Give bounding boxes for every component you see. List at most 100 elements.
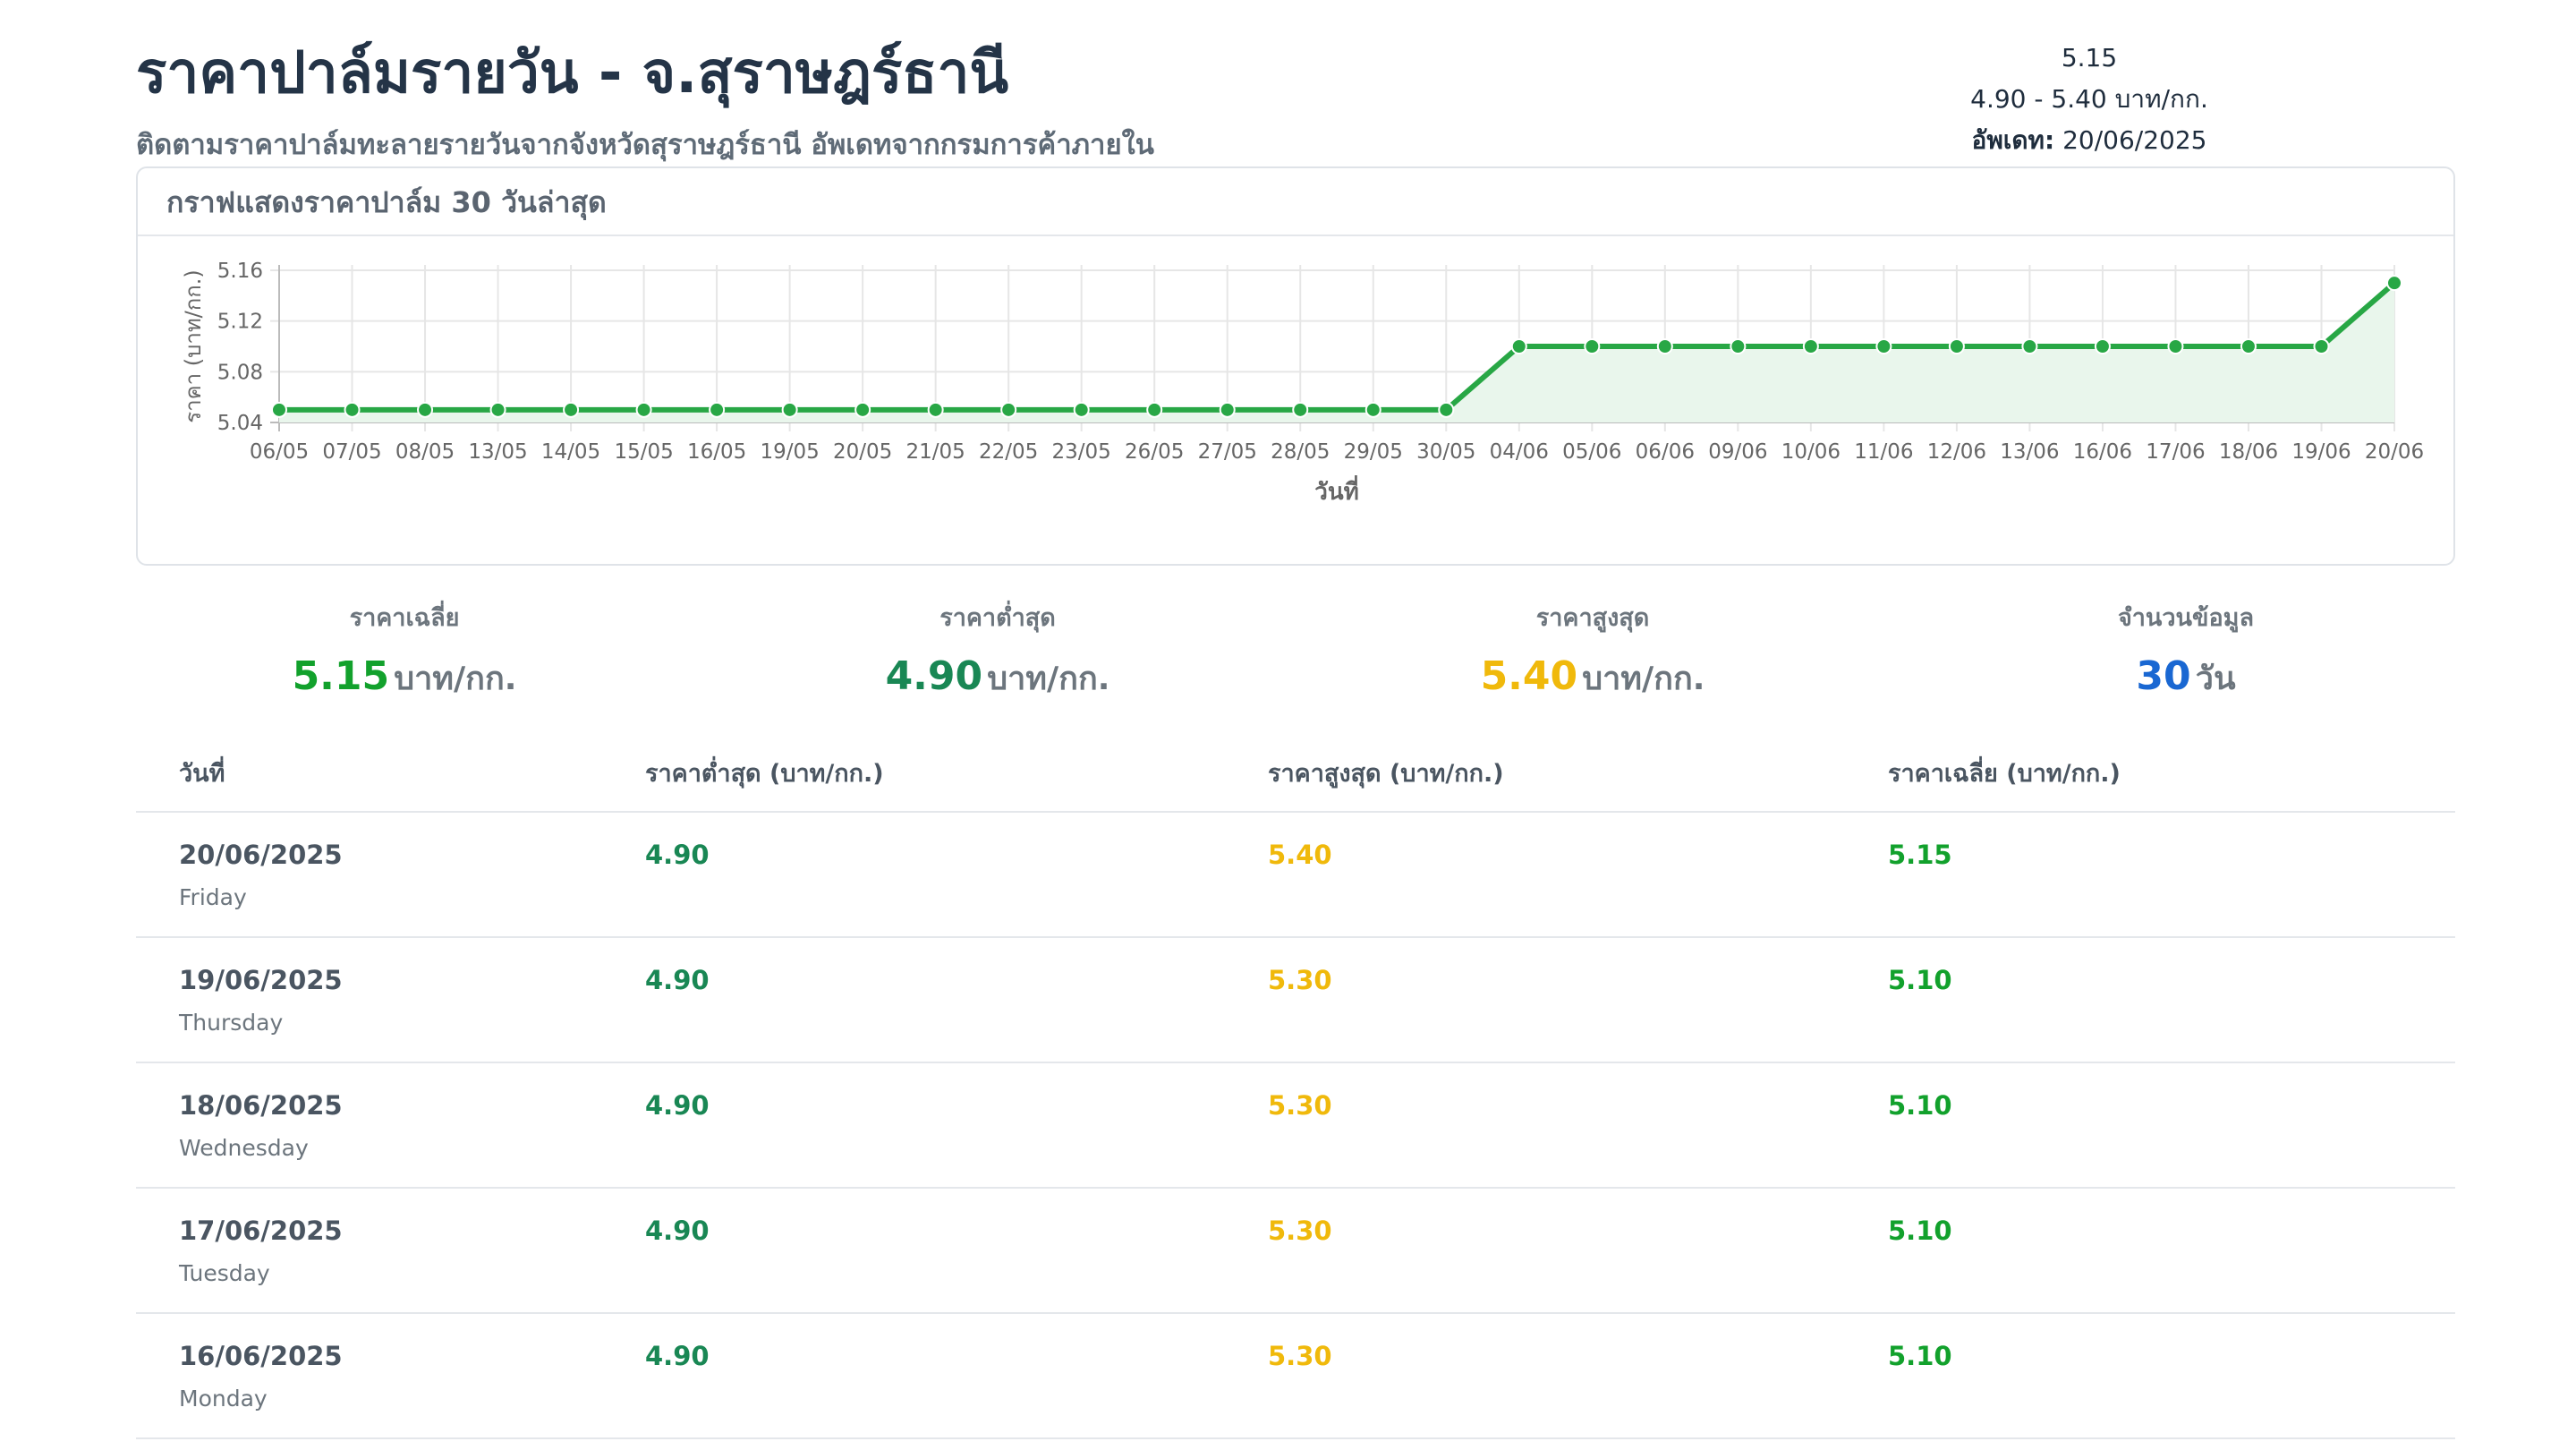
table-row: 17/06/2025 Tuesday 4.90 5.30 5.10 (136, 1189, 2455, 1314)
y-axis-title: ราคา (บาท/กก.) (181, 269, 206, 423)
stat-maximum: ราคาสูงสุด 5.40 บาท/กก. (1324, 598, 1861, 704)
data-point (1146, 401, 1163, 418)
table-row: 20/06/2025 Friday 4.90 5.40 5.15 (136, 813, 2455, 938)
row-max-price: 5.30 (1268, 965, 1332, 995)
x-tick-label: 16/06 (2073, 440, 2132, 464)
row-max-price: 5.30 (1268, 1090, 1332, 1121)
x-tick-label: 23/05 (1052, 440, 1111, 464)
x-tick-label: 08/05 (395, 440, 455, 464)
stat-minimum-label: ราคาต่ำสุด (939, 604, 1056, 632)
data-point (1438, 401, 1455, 418)
row-max-price: 5.30 (1268, 1215, 1332, 1246)
data-point (417, 401, 434, 418)
stat-count-unit: วัน (2195, 661, 2236, 697)
updated-info: อัพเดท: 20/06/2025 (1924, 120, 2255, 161)
row-min-price: 4.90 (645, 965, 710, 995)
table-row: 18/06/2025 Wednesday 4.90 5.30 5.10 (136, 1063, 2455, 1189)
data-point (1656, 338, 1673, 354)
data-point (1584, 338, 1601, 354)
x-tick-label: 16/05 (687, 440, 746, 464)
data-point (1292, 401, 1309, 418)
x-tick-label: 04/06 (1490, 440, 1549, 464)
x-tick-label: 11/06 (1854, 440, 1913, 464)
table-header-row: วันที่ ราคาต่ำสุด (บาท/กก.) ราคาสูงสุด (… (136, 734, 2455, 813)
x-tick-label: 09/06 (1708, 440, 1767, 464)
y-tick-label: 5.04 (217, 412, 263, 435)
data-point (2021, 338, 2038, 354)
x-tick-label: 13/06 (2000, 440, 2059, 464)
row-day: Monday (179, 1386, 268, 1412)
data-point (2094, 338, 2111, 354)
row-avg-price: 5.15 (1888, 840, 1952, 870)
data-point (2240, 338, 2257, 354)
x-tick-label: 22/05 (979, 440, 1038, 464)
row-avg-price: 5.10 (1888, 1090, 1952, 1121)
x-tick-label: 28/05 (1271, 440, 1330, 464)
y-tick-label: 5.08 (217, 361, 263, 384)
column-header-date: วันที่ (179, 760, 225, 788)
x-tick-label: 21/05 (906, 440, 965, 464)
stat-maximum-unit: บาท/กก. (1582, 661, 1705, 697)
stat-count-value: 30 (2136, 653, 2191, 699)
stat-maximum-label: ราคาสูงสุด (1535, 604, 1650, 632)
column-header-max: ราคาสูงสุด (บาท/กก.) (1268, 760, 1504, 788)
x-axis-title: วันที่ (1314, 474, 1359, 506)
series-line (279, 280, 2396, 413)
row-date: 19/06/2025 (179, 965, 343, 995)
series-area (279, 283, 2394, 422)
x-tick-label: 26/05 (1125, 440, 1184, 464)
data-point (563, 401, 580, 418)
stat-average-value: 5.15 (292, 653, 390, 699)
x-tick-label: 20/06 (2365, 440, 2424, 464)
data-point (1000, 401, 1017, 418)
y-tick-label: 5.16 (217, 260, 263, 283)
row-min-price: 4.90 (645, 840, 710, 870)
price-table: วันที่ ราคาต่ำสุด (บาท/กก.) ราคาสูงสุด (… (136, 734, 2455, 1439)
x-tick-label: 20/05 (833, 440, 892, 464)
data-point (1219, 401, 1236, 418)
row-max-price: 5.30 (1268, 1341, 1332, 1371)
x-tick-label: 06/06 (1636, 440, 1695, 464)
chart-card: กราฟแสดงราคาปาล์ม 30 วันล่าสุด 5.16 5.12 5… (136, 166, 2455, 566)
stat-maximum-value: 5.40 (1480, 653, 1578, 699)
data-point (709, 401, 726, 418)
x-tick-label: 17/06 (2146, 440, 2205, 464)
row-avg-price: 5.10 (1888, 1341, 1952, 1371)
row-min-price: 4.90 (645, 1215, 710, 1246)
stat-minimum-value: 4.90 (885, 653, 983, 699)
data-point (489, 401, 506, 418)
data-point (635, 401, 652, 418)
x-tick-label: 07/05 (322, 440, 381, 464)
x-tick-label: 12/06 (1927, 440, 1986, 464)
row-day: Thursday (179, 1010, 284, 1036)
row-day: Tuesday (179, 1260, 270, 1286)
current-price: 5.15 (2061, 43, 2118, 72)
x-tick-label: 05/06 (1562, 440, 1621, 464)
stat-count: จำนวนข้อมูล 30 วัน (1917, 598, 2454, 704)
stat-average: ราคาเฉลี่ย 5.15 บาท/กก. (136, 598, 673, 704)
updated-date: 20/06/2025 (2062, 125, 2207, 155)
stat-minimum-unit: บาท/กก. (987, 661, 1110, 697)
data-point (927, 401, 944, 418)
x-tick-label: 29/05 (1344, 440, 1403, 464)
data-point (1073, 401, 1090, 418)
x-tick-label: 27/05 (1198, 440, 1257, 464)
data-point (1875, 338, 1892, 354)
data-point (2313, 338, 2330, 354)
row-min-price: 4.90 (645, 1090, 710, 1121)
stat-average-unit: บาท/กก. (394, 661, 517, 697)
x-tick-label: 06/05 (250, 440, 309, 464)
data-point (1730, 338, 1747, 354)
x-tick-label: 19/05 (760, 440, 819, 464)
row-day: Wednesday (179, 1135, 309, 1161)
data-point (1948, 338, 1965, 354)
data-point (344, 401, 361, 418)
data-point (1510, 338, 1527, 354)
row-date: 16/06/2025 (179, 1341, 343, 1371)
row-avg-price: 5.10 (1888, 1215, 1952, 1246)
data-point (2386, 275, 2402, 292)
chart-card-title: กราฟแสดงราคาปาล์ม 30 วันล่าสุด (138, 168, 2453, 236)
x-tick-label: 14/05 (541, 440, 600, 464)
table-row: 16/06/2025 Monday 4.90 5.30 5.10 (136, 1314, 2455, 1439)
price-line-chart: 5.16 5.12 5.08 5.04 06/05 07/05 08/05 13/05 14/0… (181, 260, 2424, 506)
